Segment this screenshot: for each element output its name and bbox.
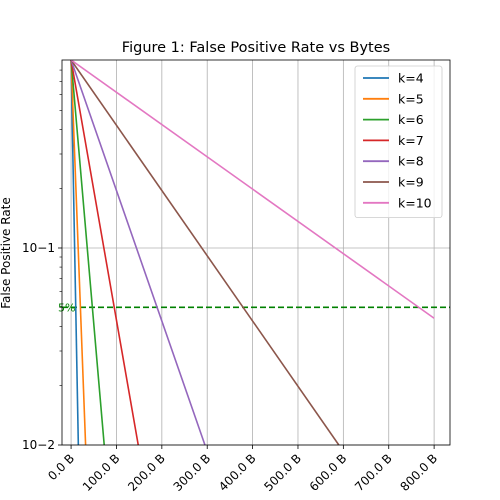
series-line-k7 bbox=[70, 60, 140, 445]
legend-label: k=9 bbox=[398, 175, 424, 190]
legend: k=4 k=5 k=6 k=7 k=8 k=9 k=10 bbox=[354, 65, 443, 219]
reference-line-label: 5% bbox=[58, 301, 75, 314]
legend-label: k=8 bbox=[398, 154, 424, 169]
y-tick-label: 10−2 bbox=[22, 438, 55, 452]
legend-label: k=7 bbox=[398, 133, 424, 148]
y-axis-label: False Positive Rate bbox=[0, 197, 13, 309]
series-lines bbox=[70, 60, 435, 445]
series-line-k8 bbox=[70, 60, 206, 445]
legend-label: k=10 bbox=[398, 195, 432, 210]
chart-title: Figure 1: False Positive Rate vs Bytes bbox=[122, 40, 390, 56]
series-line-k6 bbox=[70, 60, 106, 445]
legend-label: k=5 bbox=[398, 91, 424, 106]
plot-frame bbox=[61, 59, 451, 446]
legend-box bbox=[354, 65, 443, 219]
y-tick-label: 10−1 bbox=[22, 241, 55, 255]
legend-label: k=6 bbox=[398, 112, 424, 127]
series-line-k10 bbox=[70, 60, 435, 319]
series-line-k9 bbox=[70, 60, 340, 445]
series-line-k4 bbox=[70, 60, 80, 445]
legend-label: k=4 bbox=[398, 71, 424, 86]
series-line-k5 bbox=[70, 60, 87, 445]
